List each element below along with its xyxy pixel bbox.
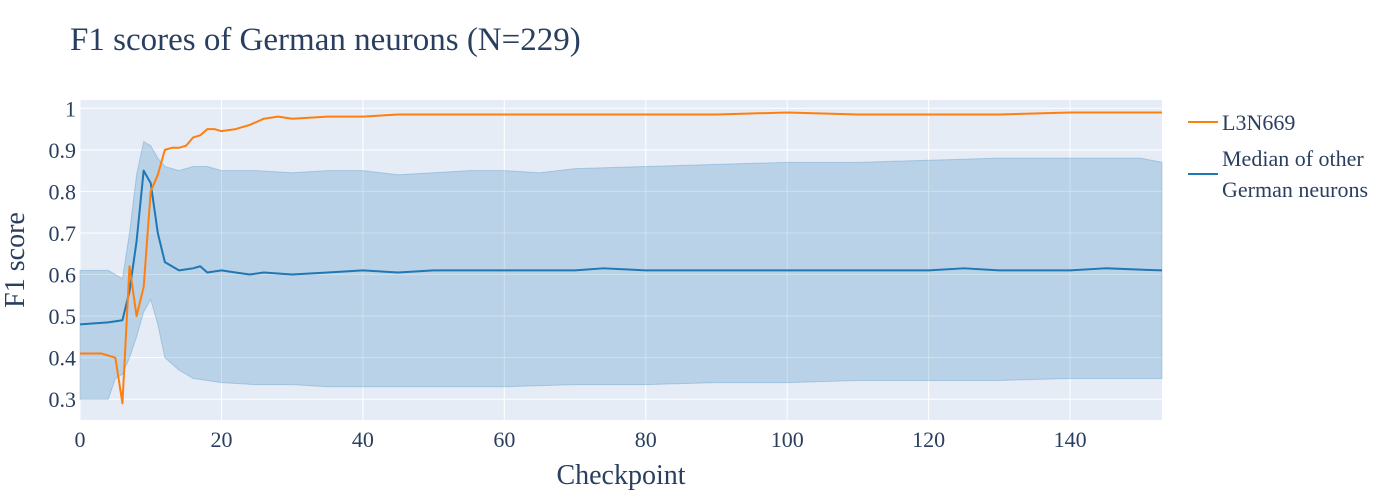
x-tick-label: 40 — [352, 427, 374, 452]
x-axis-title: Checkpoint — [556, 460, 685, 491]
x-tick-label: 20 — [210, 427, 232, 452]
y-tick-label: 0.4 — [49, 346, 77, 371]
legend-label-l3n669: L3N669 — [1222, 110, 1295, 135]
x-tick-label: 100 — [771, 427, 804, 452]
y-tick-label: 0.3 — [49, 387, 77, 412]
y-tick-label: 0.7 — [49, 221, 77, 246]
y-tick-label: 0.9 — [49, 138, 77, 163]
series-layer — [79, 111, 1163, 405]
x-tick-label: 0 — [75, 427, 86, 452]
x-axis-ticks: 0 20 40 60 80 100 120 140 — [75, 427, 1087, 452]
x-tick-label: 80 — [635, 427, 657, 452]
y-tick-label: 1 — [65, 96, 76, 121]
y-tick-label: 0.8 — [49, 179, 77, 204]
series-line-median — [79, 169, 1163, 326]
chart-title: F1 scores of German neurons (N=229) — [70, 22, 581, 58]
grid-lines — [79, 100, 1162, 420]
legend[interactable]: L3N669 Median of other German neurons — [1188, 110, 1369, 202]
x-tick-label: 140 — [1054, 427, 1087, 452]
x-tick-label: 120 — [912, 427, 945, 452]
plot-area — [80, 100, 1162, 420]
legend-label-median: Median of other German neurons — [1222, 146, 1369, 202]
series-line-l3n669 — [80, 111, 1162, 405]
y-axis-ticks: 0.3 0.4 0.5 0.6 0.7 0.8 0.9 1 — [49, 96, 77, 412]
y-tick-label: 0.5 — [49, 304, 77, 329]
y-tick-label: 0.6 — [49, 263, 77, 288]
y-axis-title: F1 score — [0, 212, 31, 308]
x-tick-label: 60 — [493, 427, 515, 452]
